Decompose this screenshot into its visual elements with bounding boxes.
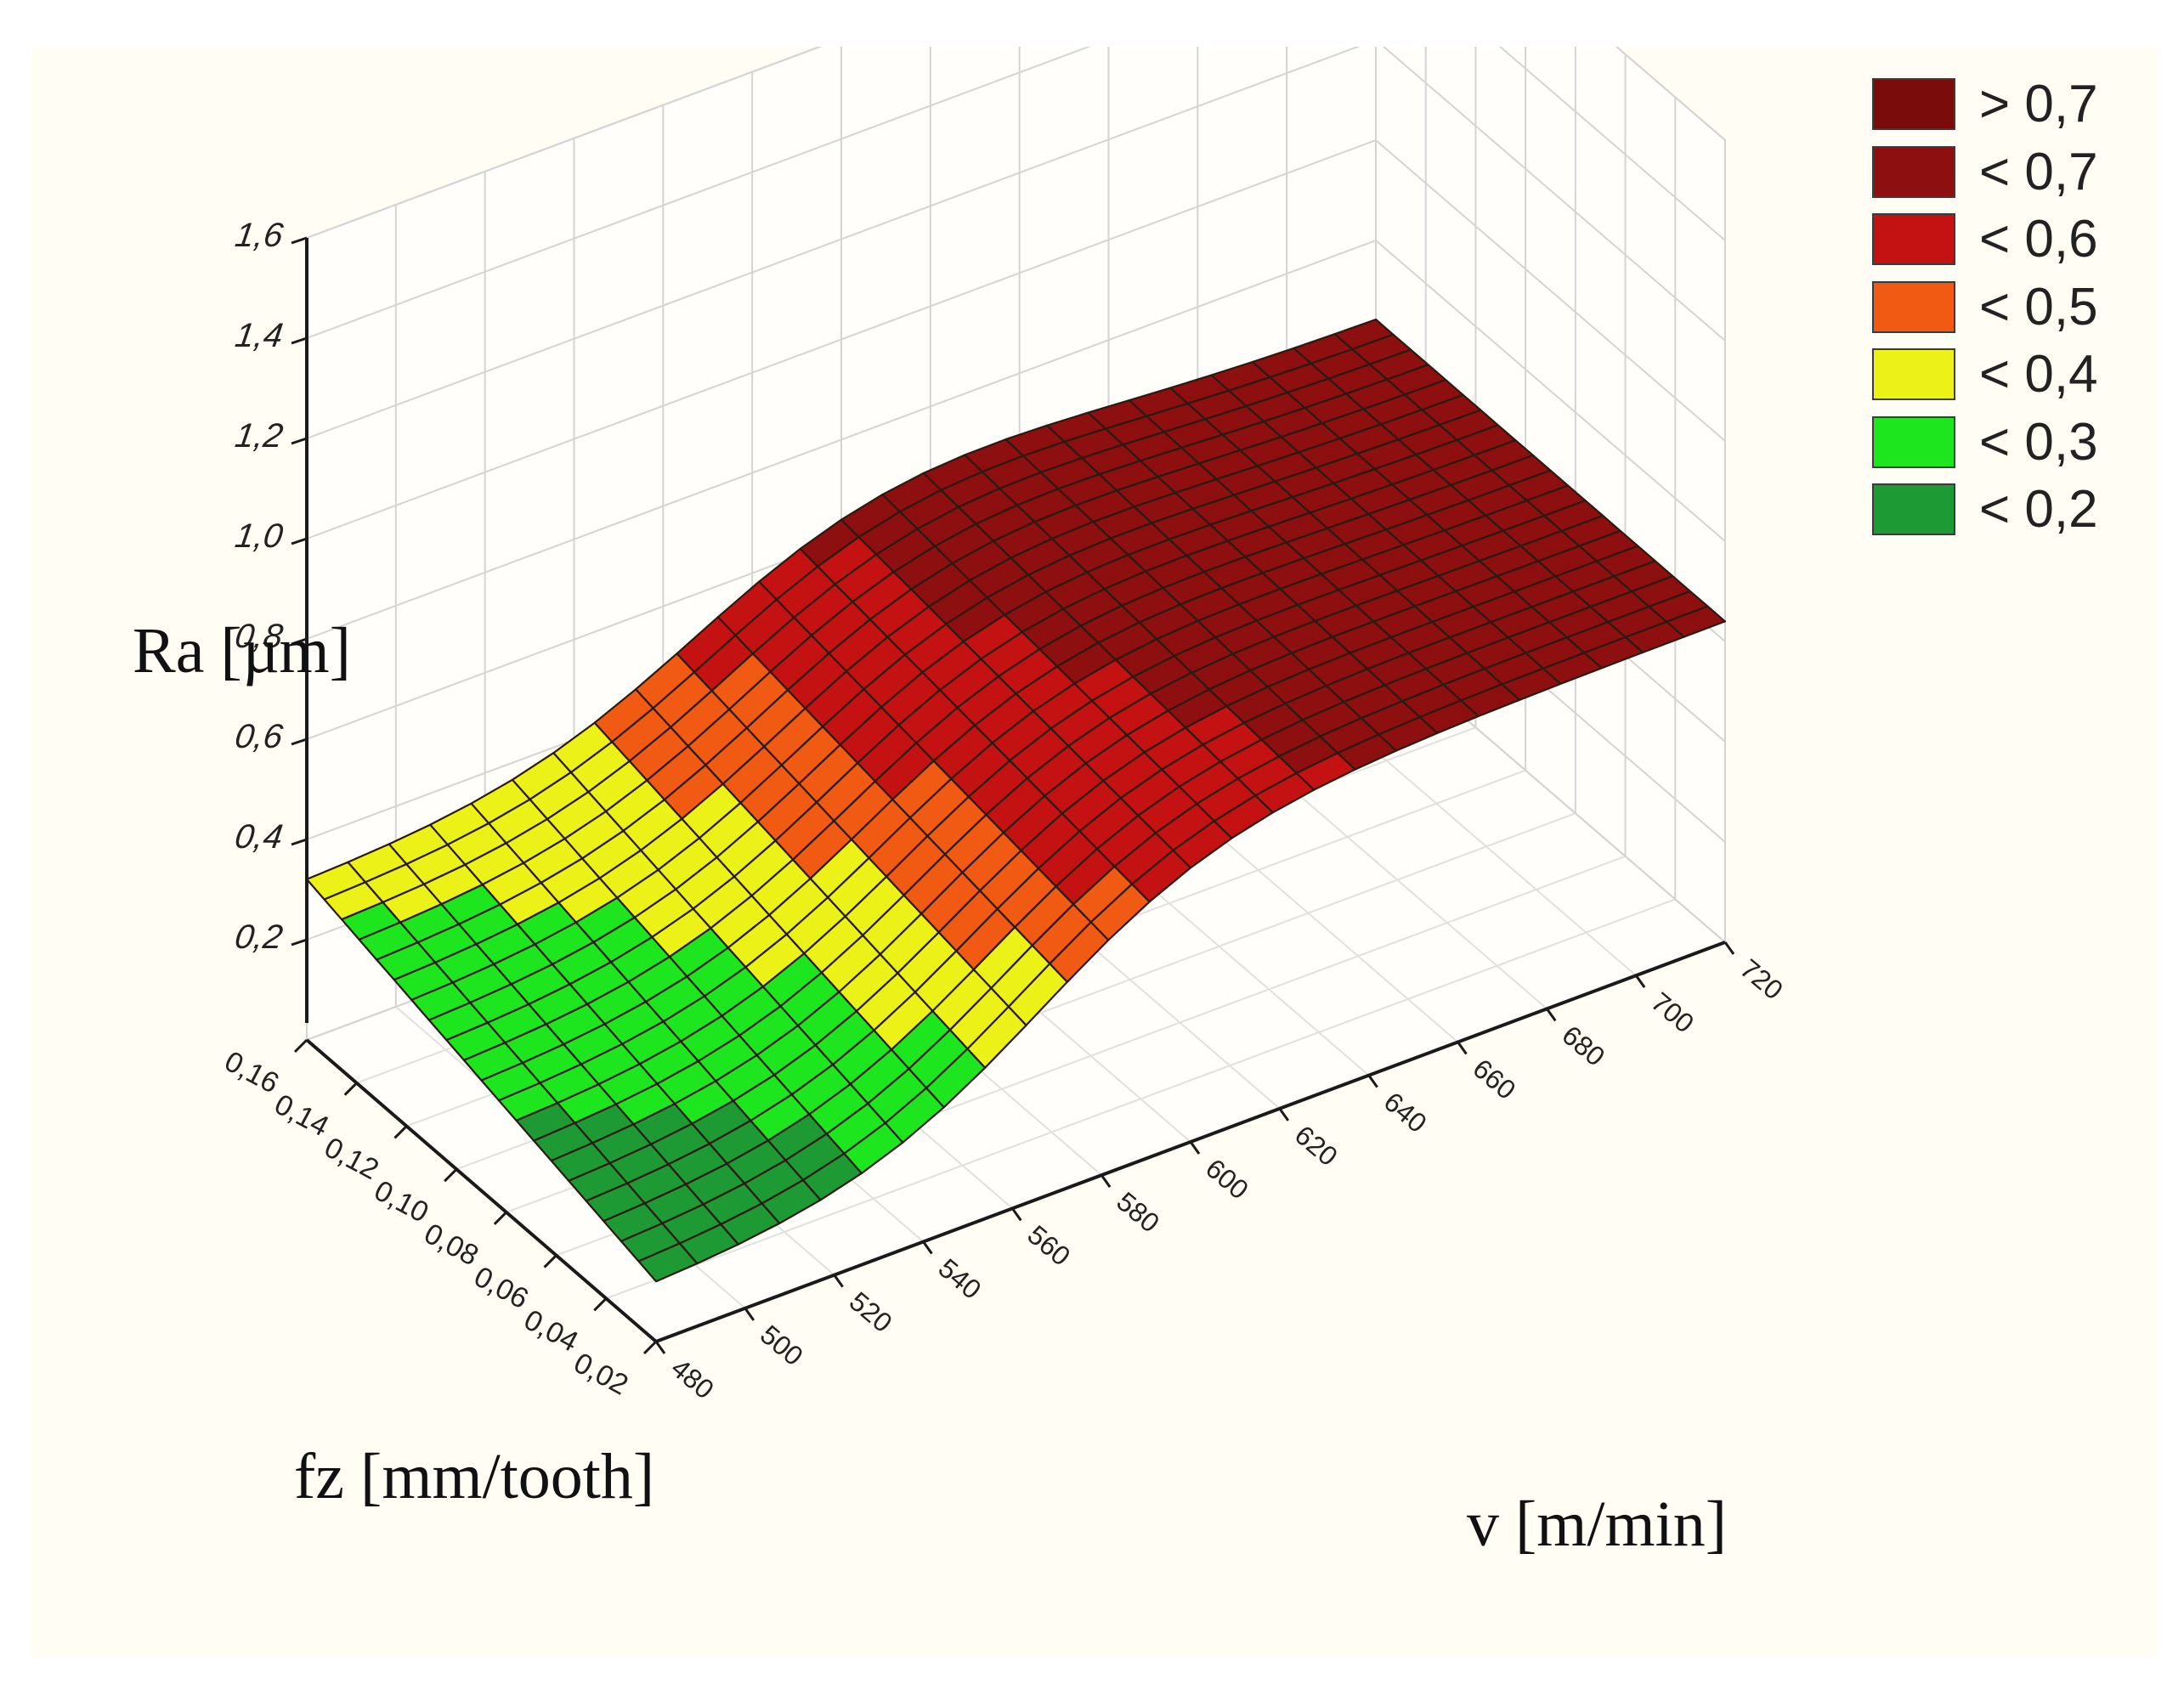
fz-tick-mark xyxy=(642,1340,658,1355)
legend-item: < 0,2 xyxy=(1872,476,2098,544)
legend-swatch xyxy=(1872,415,1955,468)
v-tick-mark xyxy=(1367,1074,1378,1088)
fz-tick-mark xyxy=(444,1168,458,1183)
v-tick-mark xyxy=(654,1341,666,1354)
legend-label: < 0,5 xyxy=(1979,277,2098,336)
v-tick-label: 580 xyxy=(1111,1186,1165,1239)
z-tick-label: 0,2 xyxy=(233,918,286,956)
legend-label: < 0,4 xyxy=(1979,345,2098,404)
v-tick-mark xyxy=(1189,1141,1201,1155)
legend-label: < 0,2 xyxy=(1979,480,2098,540)
fz-tick-mark xyxy=(343,1082,358,1096)
legend-swatch xyxy=(1872,145,1955,198)
legend-swatch xyxy=(1872,483,1955,536)
v-tick-label: 700 xyxy=(1645,986,1700,1039)
legend-item: < 0,6 xyxy=(1872,206,2098,274)
v-tick-label: 680 xyxy=(1556,1020,1610,1072)
legend-label: < 0,3 xyxy=(1979,412,2098,472)
fz-axis-title: fz [mm/tooth] xyxy=(294,1441,655,1512)
v-tick-label: 720 xyxy=(1734,953,1789,1006)
legend-item: < 0,4 xyxy=(1872,341,2098,409)
v-tick-label: 560 xyxy=(1021,1219,1076,1272)
response-surface xyxy=(305,318,1727,1283)
z-tick-label: 0,4 xyxy=(233,817,286,856)
legend-label: < 0,7 xyxy=(1979,142,2098,201)
gridline xyxy=(306,47,1726,439)
legend-label: > 0,7 xyxy=(1979,75,2098,134)
gridline xyxy=(306,47,1726,239)
fz-tick-label: 0,04 xyxy=(518,1303,583,1359)
z-tick-label: 1,2 xyxy=(233,416,286,455)
gridline xyxy=(306,47,1726,339)
surface-plot: 1,6 1,4 1,2 1,0 0,8 0,6 0,4 0,2 0,160,140,120,10… xyxy=(219,47,1789,1405)
z-tick-mark xyxy=(291,236,308,245)
v-tick-mark xyxy=(744,1307,755,1321)
v-tick-label: 640 xyxy=(1378,1086,1433,1138)
legend-item: > 0,7 xyxy=(1872,71,2098,138)
v-tick-mark xyxy=(833,1274,844,1288)
legend-item: < 0,5 xyxy=(1872,274,2098,342)
fz-tick-mark xyxy=(543,1254,557,1268)
v-axis-title: v [m/min] xyxy=(1467,1489,1728,1560)
v-tick-label: 480 xyxy=(665,1353,720,1405)
z-tick-mark xyxy=(291,737,308,746)
fz-tick-label: 0,06 xyxy=(469,1261,534,1316)
z-tick-mark xyxy=(291,336,308,345)
v-tick-label: 520 xyxy=(844,1285,898,1338)
surface-cell xyxy=(637,1242,699,1283)
legend-swatch xyxy=(1872,78,1955,131)
z-tick-mark xyxy=(291,938,308,946)
v-tick-mark xyxy=(922,1240,933,1255)
v-tick-label: 540 xyxy=(933,1252,987,1305)
legend-label: < 0,6 xyxy=(1979,210,2098,269)
v-tick-mark xyxy=(1634,975,1646,989)
v-tick-mark xyxy=(1457,1041,1468,1055)
legend-item: < 0,3 xyxy=(1872,409,2098,477)
gridline xyxy=(306,138,1726,540)
fz-tick-mark xyxy=(593,1297,608,1312)
legend: > 0,7 < 0,7 < 0,6 < 0,5 < 0,4 < 0,3 < 0,… xyxy=(1872,71,2098,544)
legend-item: < 0,7 xyxy=(1872,138,2098,206)
fz-tick-mark xyxy=(393,1125,408,1139)
gridline xyxy=(306,239,1726,640)
legend-swatch xyxy=(1872,213,1955,266)
z-tick-mark xyxy=(291,537,308,545)
v-tick-mark xyxy=(1011,1207,1022,1222)
fz-tick-mark xyxy=(493,1211,507,1225)
z-tick-label: 1,6 xyxy=(233,216,286,254)
fz-tick-label: 0,12 xyxy=(319,1131,383,1186)
z-tick-label: 0,8 xyxy=(233,617,286,655)
v-tick-label: 660 xyxy=(1468,1053,1522,1105)
z-tick-mark xyxy=(291,637,308,646)
fz-tick-label: 0,14 xyxy=(269,1088,334,1144)
z-tick-mark xyxy=(291,838,308,846)
fz-tick-label: 0,08 xyxy=(419,1218,484,1273)
z-axis-title: Ra [µm] xyxy=(133,615,351,686)
z-tick-label: 1,0 xyxy=(233,517,286,555)
chart-panel: 1,6 1,4 1,2 1,0 0,8 0,6 0,4 0,2 0,16 0,14 0,12 0,10… xyxy=(32,47,2159,1657)
fz-axis-line xyxy=(305,1038,658,1343)
v-tick-mark xyxy=(1278,1107,1290,1122)
fz-tick-label: 0,16 xyxy=(219,1045,284,1100)
v-tick-mark xyxy=(1100,1174,1112,1189)
legend-swatch xyxy=(1872,280,1955,333)
fz-tick-mark xyxy=(293,1038,308,1054)
v-tick-mark xyxy=(1546,1008,1557,1022)
z-tick-label: 0,6 xyxy=(233,717,286,755)
fz-tick-label: 0,02 xyxy=(569,1347,633,1402)
legend-swatch xyxy=(1872,348,1955,401)
v-tick-mark xyxy=(1723,941,1735,955)
v-tick-label: 620 xyxy=(1289,1119,1344,1172)
gridline xyxy=(605,898,1676,1300)
v-tick-label: 500 xyxy=(755,1319,809,1371)
v-tick-label: 600 xyxy=(1200,1153,1254,1206)
z-tick-label: 1,4 xyxy=(233,316,286,354)
fz-tick-label: 0,10 xyxy=(369,1174,433,1229)
z-tick-mark xyxy=(291,437,308,445)
